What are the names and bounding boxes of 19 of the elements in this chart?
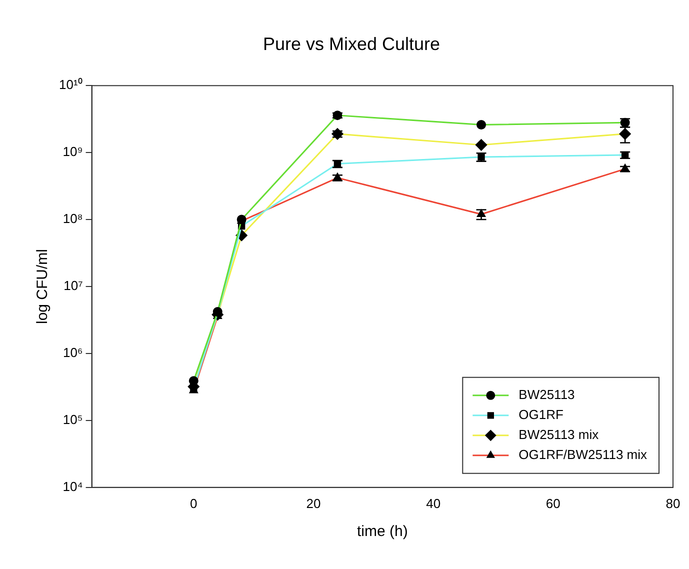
y-tick-label: 10¹⁰ bbox=[58, 77, 83, 92]
y-tick-label: 10⁷ bbox=[64, 278, 84, 294]
x-tick-label: 60 bbox=[546, 496, 560, 511]
y-axis-title: log CFU/ml bbox=[34, 248, 52, 324]
chart-title: Pure vs Mixed Culture bbox=[262, 34, 440, 54]
y-tick-label: 10⁶ bbox=[62, 345, 83, 360]
x-tick-label: 20 bbox=[306, 496, 321, 511]
legend-label: BW25113 mix bbox=[518, 426, 600, 442]
legend-label: OG1RF/BW25113 mix bbox=[518, 446, 648, 462]
x-tick-label: 80 bbox=[666, 496, 680, 511]
y-tick-label: 10⁸ bbox=[62, 211, 83, 226]
y-tick-label: 10⁴ bbox=[62, 478, 83, 494]
x-axis-title: time (h) bbox=[356, 523, 408, 540]
legend-label: BW25113 bbox=[518, 386, 575, 402]
legend-label: OG1RF bbox=[518, 406, 564, 422]
x-tick-label: 0 bbox=[190, 496, 198, 511]
x-tick-label: 40 bbox=[426, 496, 441, 511]
y-tick-label: 10⁵ bbox=[62, 412, 83, 428]
y-tick-label: 10⁹ bbox=[62, 144, 83, 160]
